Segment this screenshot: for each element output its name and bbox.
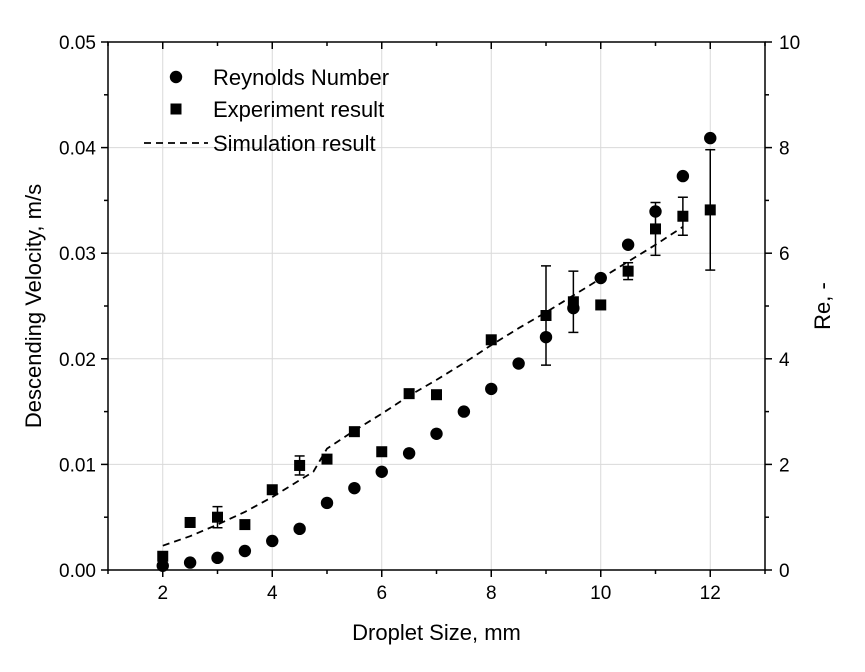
reynolds-point — [704, 131, 717, 145]
legend-label: Simulation result — [213, 131, 376, 156]
reynolds-point — [266, 534, 279, 548]
experiment-point — [266, 484, 278, 496]
legend-entry: Experiment result — [170, 97, 384, 122]
x-tick-label: 8 — [486, 583, 497, 604]
reynolds-point — [430, 427, 443, 440]
x-axis-title: Droplet Size, mm — [352, 620, 521, 645]
reynolds-point — [621, 238, 635, 251]
y2-tick-label: 6 — [779, 244, 790, 265]
axes: 2 4 6 8 10 12 0.00 0.01 0.02 0.03 0.04 0.05 0 2 4 6 8 10 D… — [21, 33, 835, 645]
y-tick-label: 0.00 — [59, 561, 96, 582]
legend-label: Reynolds Number — [213, 65, 389, 90]
experiment-point — [485, 334, 497, 346]
y-tick-label: 0.03 — [59, 244, 96, 265]
x-tick-label: 6 — [376, 583, 387, 604]
reynolds-point — [512, 357, 525, 370]
x-tick-label: 2 — [157, 583, 168, 604]
reynolds-point — [676, 169, 690, 183]
experiment-point — [567, 296, 579, 308]
experiment-point — [431, 389, 442, 401]
legend-entry: Reynolds Number — [169, 65, 389, 90]
reynolds-point — [594, 271, 607, 285]
y2-tick-label: 0 — [779, 561, 790, 582]
reynolds-point — [156, 559, 169, 572]
y-tick-label: 0.02 — [59, 350, 96, 371]
y2-axis-title: Re, - — [810, 282, 835, 330]
y-tick-label: 0.04 — [59, 139, 96, 160]
y-tick-label: 0.05 — [59, 33, 96, 54]
experiment-point — [650, 223, 661, 235]
reynolds-point — [293, 522, 306, 536]
y-tick-label: 0.01 — [59, 455, 96, 476]
experiment-point — [540, 310, 552, 322]
experiment-point — [212, 511, 223, 523]
legend-label: Experiment result — [213, 97, 384, 122]
experiment-point — [403, 388, 415, 400]
reynolds-point — [649, 205, 662, 218]
data-markers — [156, 131, 717, 572]
x-tick-label: 12 — [700, 583, 721, 604]
experiment-point — [677, 210, 689, 222]
x-tick-label: 4 — [267, 583, 278, 604]
reynolds-point — [238, 544, 252, 558]
y-axis-title: Descending Velocity, m/s — [21, 184, 46, 428]
reynolds-point — [539, 330, 553, 344]
y2-tick-label: 10 — [779, 33, 800, 54]
reynolds-point — [457, 405, 471, 418]
experiment-point — [348, 426, 360, 438]
reynolds-point — [183, 556, 197, 569]
experiment-point — [239, 519, 251, 531]
experiment-point — [704, 204, 716, 216]
error-bars — [157, 148, 716, 560]
legend-entry: Simulation result — [144, 131, 376, 156]
y2-tick-label: 8 — [779, 139, 790, 160]
x-tick-label: 10 — [590, 583, 611, 604]
experiment-point — [294, 459, 306, 471]
reynolds-point — [348, 481, 361, 495]
y2-tick-label: 2 — [779, 455, 790, 476]
grid — [108, 41, 765, 571]
reynolds-point — [485, 382, 498, 396]
reynolds-point — [375, 465, 388, 478]
experiment-point — [157, 550, 169, 562]
experiment-point — [376, 446, 388, 458]
reynolds-point — [320, 496, 334, 510]
experiment-point — [595, 299, 607, 311]
plot-frame — [107, 41, 766, 571]
y2-tick-label: 4 — [779, 350, 790, 371]
reynolds-point — [402, 447, 416, 460]
legend-circle-marker — [169, 70, 183, 84]
reynolds-point — [211, 551, 224, 565]
legend: Reynolds Number Experiment result Simulati… — [144, 65, 389, 156]
experiment-point — [321, 453, 333, 465]
experiment-point — [184, 516, 196, 528]
legend-square-marker — [170, 103, 182, 115]
experiment-point — [622, 265, 634, 277]
